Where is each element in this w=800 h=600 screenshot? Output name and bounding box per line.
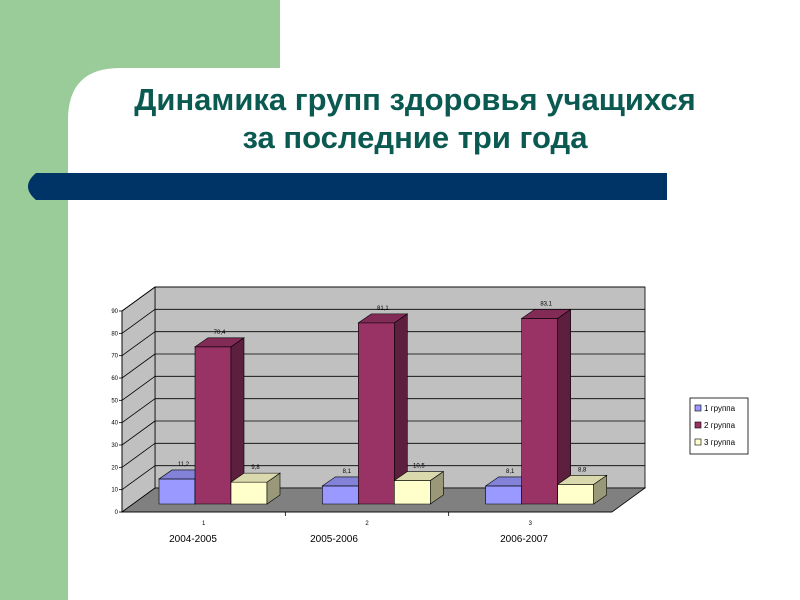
y-tick-label: 70	[111, 354, 118, 360]
y-tick-label: 10	[111, 488, 118, 494]
data-label: 8,1	[343, 469, 352, 475]
slide-title-line-1: Динамика групп здоровья учащихся	[134, 82, 696, 117]
x-tick-label: 2	[365, 521, 369, 527]
corner-mask	[68, 68, 120, 120]
bar-top	[556, 475, 608, 485]
data-label: 8,8	[578, 467, 587, 473]
chart-side-wall	[121, 286, 156, 513]
category-caption: 2006-2007	[500, 534, 548, 545]
bar-top	[230, 472, 281, 483]
gridline-side	[121, 286, 156, 312]
y-tick-label: 40	[111, 421, 118, 427]
y-tick-label: 80	[111, 331, 118, 337]
bar-top	[520, 309, 572, 319]
bar-front	[158, 478, 196, 505]
y-tick-label: 90	[111, 309, 118, 315]
bar-side	[557, 308, 571, 505]
gridline-side	[121, 376, 156, 401]
gridline-side	[121, 443, 156, 468]
y-tick-label: 60	[111, 376, 118, 382]
legend-swatch-series-2	[694, 421, 702, 429]
y-tick-label: 20	[111, 465, 118, 471]
bar-top	[194, 337, 245, 348]
data-label: 10,5	[413, 464, 425, 470]
bar-front	[521, 318, 558, 505]
legend-label-series-3: 3 группа	[704, 438, 736, 447]
data-label: 9,8	[251, 465, 260, 471]
gridline-side	[121, 398, 156, 423]
bar-front	[230, 481, 268, 505]
legend-label-series-2: 2 группа	[704, 421, 736, 430]
white-rounded-corner	[68, 68, 280, 120]
category-caption: 2005-2006	[310, 534, 358, 545]
legend-swatch-series-3	[694, 438, 702, 446]
data-label: 70,4	[214, 330, 226, 336]
bar-front	[485, 485, 522, 505]
data-label: 8,1	[506, 469, 515, 475]
y-tick-label: 50	[111, 398, 118, 404]
gridline-side	[121, 465, 156, 490]
accent-bar	[28, 173, 667, 200]
bar-front	[194, 346, 232, 505]
gridline-side	[121, 309, 156, 334]
category-caption: 2004-2005	[169, 534, 217, 545]
gridline-side	[121, 420, 156, 446]
bar-top	[393, 471, 445, 481]
bar-top	[357, 313, 409, 324]
data-label: 11,2	[178, 462, 190, 468]
bar-front	[394, 480, 431, 505]
top-green-panel	[68, 0, 280, 68]
bar-front	[322, 485, 359, 505]
y-tick-label: 30	[111, 443, 118, 449]
chart-labels: 0 10 20 30 40 50 60 70 80 90 11,2 70,4 9,8 1 8,1 81,1 10…	[111, 301, 587, 545]
bar-front	[358, 322, 395, 505]
x-tick-label: 1	[202, 521, 206, 527]
legend-label-series-1: 1 группа	[704, 404, 736, 413]
sidebar-green-panel	[0, 0, 68, 600]
bar-front	[557, 484, 594, 505]
legend-swatch-series-1	[694, 404, 702, 412]
y-tick-label: 0	[115, 510, 119, 516]
data-label: 83,1	[540, 301, 552, 307]
legend: 1 группа 2 группа 3 группа	[689, 397, 749, 455]
gridline-side	[121, 353, 156, 379]
gridline-side	[121, 331, 156, 356]
slide-title-line-2: за последние три года	[242, 120, 588, 155]
chart-bars	[158, 308, 608, 505]
data-label: 81,1	[377, 306, 389, 312]
x-tick-label: 3	[529, 521, 533, 527]
